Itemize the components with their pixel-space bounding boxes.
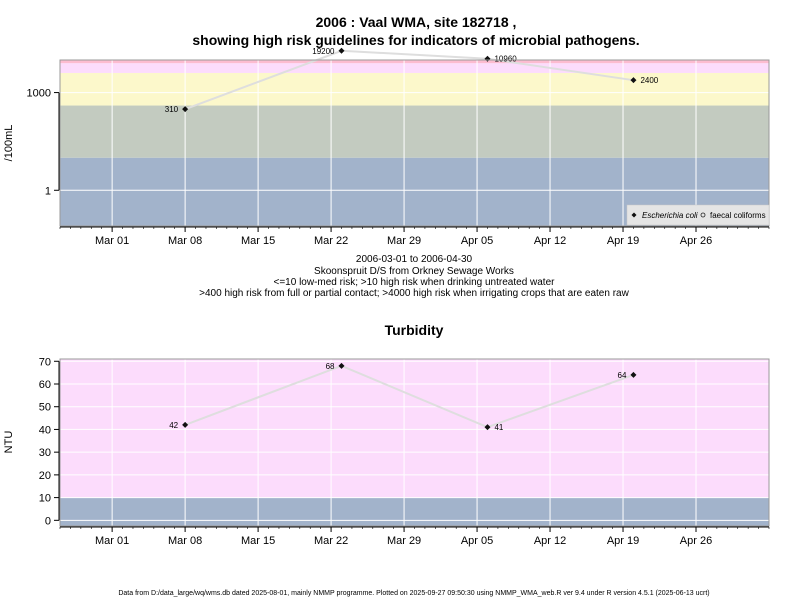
grid-lines	[60, 359, 769, 526]
risk-band-0	[60, 497, 769, 526]
plot-frame	[59, 59, 770, 227]
y-tick-label: 1	[45, 185, 51, 197]
x-tick-label: Mar 08	[168, 535, 202, 547]
legend-label-ecoli: Escherichia coli	[642, 211, 698, 220]
data-label: 19200	[312, 47, 335, 56]
y-tick-label: 20	[39, 470, 51, 482]
x-axis: Mar 01 Mar 08 Mar 15 Mar 22 Mar 29 Apr 05 Apr …	[59, 526, 770, 547]
data-series: 310 19200 10960 2400	[165, 47, 659, 114]
x-tick-label: Apr 26	[680, 535, 712, 547]
plot-frame	[59, 358, 770, 527]
x-axis: Mar 01 Mar 08 Mar 15 Mar 22 Mar 29 Apr 05 Apr …	[59, 226, 770, 247]
data-label: 68	[326, 362, 335, 371]
y-axis-label: NTU	[3, 431, 15, 454]
data-label: 2400	[640, 76, 658, 85]
data-point	[182, 106, 189, 113]
y-axis: 1 1000	[27, 88, 60, 197]
chart-title: Turbidity	[385, 322, 444, 338]
data-point	[630, 77, 637, 84]
ecoli-chart: 2006 : Vaal WMA, site 182718 , showing h…	[3, 14, 770, 299]
risk-band-4	[60, 60, 769, 64]
x-tick-label: Apr 12	[534, 235, 566, 247]
caption-risk-contact: >400 high risk from full or partial cont…	[199, 288, 629, 299]
legend: Escherichia coli faecal coliforms	[626, 204, 770, 226]
risk-band-3	[60, 63, 769, 73]
x-tick-label: Mar 15	[241, 235, 275, 247]
legend-marker-faecal	[700, 212, 706, 218]
risk-band-1	[60, 359, 769, 498]
x-tick-label: Mar 01	[95, 535, 129, 547]
chart-subtitle: showing high risk guidelines for indicat…	[192, 32, 639, 48]
x-tick-label: Mar 22	[314, 535, 348, 547]
chart-title: 2006 : Vaal WMA, site 182718 ,	[316, 14, 517, 30]
y-axis: 0 10 20 30 40 50 60 70	[39, 356, 60, 527]
data-label: 41	[494, 423, 503, 432]
data-point	[182, 421, 189, 428]
data-label: 64	[618, 371, 627, 380]
risk-band-1	[60, 105, 769, 158]
x-tick-label: Apr 12	[534, 535, 566, 547]
data-series: 42 68 41 64	[169, 362, 637, 432]
data-point	[338, 47, 345, 54]
y-tick-label: 60	[39, 379, 51, 391]
turbidity-chart: Turbidity 42 68 41 64 0 10 20 30 40 50 60 70 Mar 0…	[3, 322, 770, 547]
x-tick-label: Apr 05	[461, 535, 493, 547]
data-point	[338, 362, 345, 369]
x-tick-label: Mar 01	[95, 235, 129, 247]
footer-note: Data from D:/data_large/wq/wms.db dated …	[118, 590, 709, 597]
series-line-0	[184, 49, 634, 111]
x-tick-label: Mar 15	[241, 535, 275, 547]
data-point	[484, 424, 491, 431]
risk-band-2	[60, 72, 769, 106]
y-tick-label: 40	[39, 424, 51, 436]
x-tick-label: Apr 26	[680, 235, 712, 247]
x-tick-label: Mar 08	[168, 235, 202, 247]
y-tick-label: 1000	[27, 88, 51, 100]
y-tick-label: 0	[45, 515, 51, 527]
legend-box	[626, 204, 770, 226]
y-tick-label: 30	[39, 447, 51, 459]
data-label: 10960	[494, 55, 517, 64]
legend-marker-ecoli	[631, 212, 637, 218]
caption-risk-drinking: <=10 low-med risk; >10 high risk when dr…	[274, 277, 556, 288]
series-line-0	[184, 364, 634, 429]
x-tick-label: Mar 22	[314, 235, 348, 247]
grid-lines	[60, 60, 769, 226]
legend-label-faecal: faecal coliforms	[710, 211, 766, 220]
x-tick-label: Mar 29	[387, 535, 421, 547]
caption-site: Skoonspruit D/S from Orkney Sewage Works	[314, 266, 514, 277]
data-point	[630, 371, 637, 378]
x-tick-label: Apr 19	[607, 235, 639, 247]
x-tick-label: Mar 29	[387, 235, 421, 247]
y-axis-label: /100mL	[3, 125, 15, 162]
y-tick-label: 50	[39, 402, 51, 414]
y-tick-label: 10	[39, 493, 51, 505]
caption-date-range: 2006-03-01 to 2006-04-30	[356, 254, 473, 265]
risk-bands	[60, 60, 769, 226]
data-label: 42	[169, 421, 178, 430]
x-tick-label: Apr 19	[607, 535, 639, 547]
y-tick-label: 70	[39, 356, 51, 368]
x-tick-label: Apr 05	[461, 235, 493, 247]
data-label: 310	[165, 105, 179, 114]
